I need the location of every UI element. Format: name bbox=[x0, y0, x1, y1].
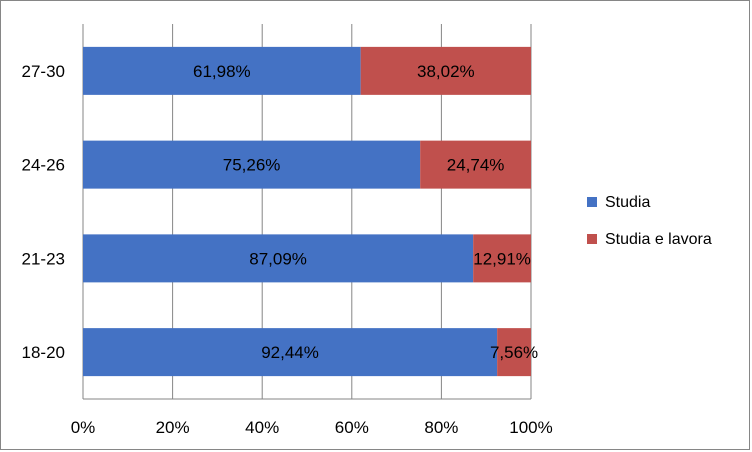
category-label: 24-26 bbox=[22, 156, 65, 175]
data-label: 12,91% bbox=[473, 249, 531, 268]
legend-swatch bbox=[587, 234, 597, 244]
bar-studia-e-lavora bbox=[497, 328, 531, 377]
data-label: 61,98% bbox=[193, 62, 251, 81]
bar-studia-e-lavora bbox=[360, 46, 531, 95]
x-tick-label: 60% bbox=[335, 418, 369, 437]
data-label: 7,56% bbox=[490, 343, 538, 362]
legend-swatch bbox=[587, 197, 597, 207]
bar-studia bbox=[83, 46, 361, 95]
bar-studia bbox=[83, 234, 474, 283]
data-label: 75,26% bbox=[223, 156, 281, 175]
legend-label: Studia bbox=[605, 194, 650, 211]
data-label: 24,74% bbox=[447, 156, 505, 175]
x-tick-label: 20% bbox=[156, 418, 190, 437]
bar-studia bbox=[83, 140, 421, 189]
legend-label: Studia e lavora bbox=[605, 231, 712, 248]
x-tick-label: 80% bbox=[424, 418, 458, 437]
x-tick-label: 40% bbox=[245, 418, 279, 437]
category-label: 27-30 bbox=[22, 62, 65, 81]
category-label: 18-20 bbox=[22, 343, 65, 362]
bar-studia-e-lavora bbox=[473, 234, 531, 283]
category-label: 21-23 bbox=[22, 249, 65, 268]
bar-studia bbox=[83, 328, 498, 377]
x-tick-label: 100% bbox=[509, 418, 552, 437]
data-label: 87,09% bbox=[249, 249, 307, 268]
data-label: 92,44% bbox=[261, 343, 319, 362]
data-label: 38,02% bbox=[417, 62, 475, 81]
x-tick-label: 0% bbox=[71, 418, 96, 437]
bar-studia-e-lavora bbox=[420, 140, 531, 189]
